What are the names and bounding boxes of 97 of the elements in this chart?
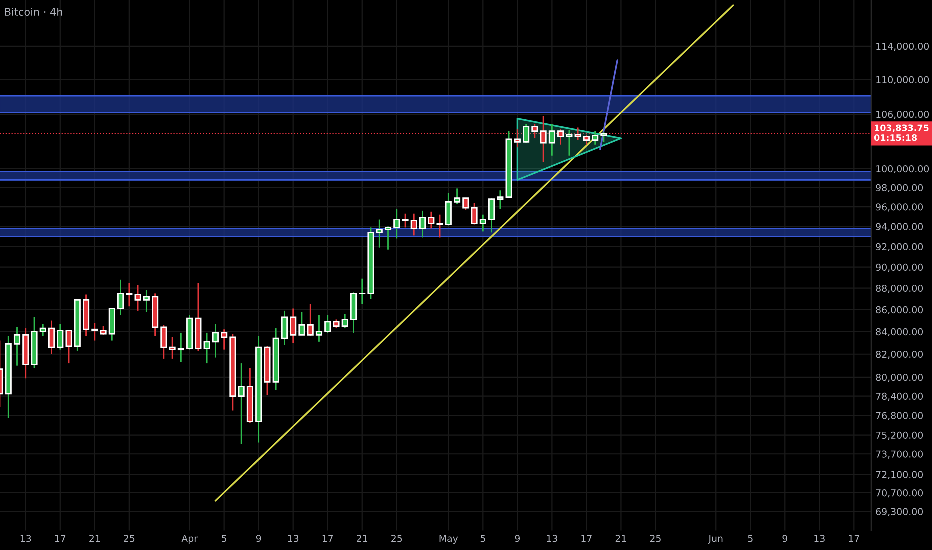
candlestick	[419, 210, 426, 238]
y-tick-label: 69,300.00	[876, 508, 924, 516]
candlestick	[523, 123, 530, 144]
candlestick	[204, 332, 210, 364]
candlestick	[298, 311, 306, 336]
y-tick-label: 110,000.00	[876, 76, 930, 84]
candlestick	[410, 213, 418, 236]
y-tick-label: 86,000.00	[876, 306, 924, 315]
candlestick	[471, 202, 478, 226]
y-tick-label: 114,000.00	[876, 42, 930, 52]
candlestick	[384, 226, 392, 251]
candlestick	[548, 123, 556, 157]
candlestick	[359, 278, 366, 306]
x-tick-label: 13	[814, 535, 825, 542]
candlestick	[497, 190, 504, 210]
candlestick	[324, 314, 332, 334]
x-tick-label: 25	[650, 535, 661, 542]
y-tick-label: 96,000.00	[876, 204, 924, 212]
x-tick-label: 5	[480, 535, 486, 542]
candlestick	[126, 282, 133, 308]
y-tick-label: 88,000.00	[876, 284, 924, 294]
y-tick-label: 84,000.00	[876, 328, 924, 337]
candlestick	[316, 314, 323, 343]
candlestick	[281, 310, 288, 346]
x-tick-label: 21	[90, 535, 100, 542]
y-tick-label: 100,000.00	[876, 165, 930, 174]
candlestick	[134, 284, 142, 312]
x-tick-label: 5	[748, 535, 753, 542]
y-tick-label: 75,200.00	[876, 432, 924, 440]
ref-line-label: 103,833.75 01:15:18	[874, 124, 929, 142]
candlestick	[558, 128, 564, 146]
x-tick-label: 13	[547, 535, 558, 542]
candlestick	[480, 214, 486, 232]
y-tick-label: 82,000.00	[876, 350, 924, 360]
candlestick	[221, 328, 228, 351]
x-tick-label: 13	[288, 535, 299, 542]
y-tick-label: 73,700.00	[876, 450, 924, 459]
y-tick-label: 72,100.00	[876, 471, 924, 480]
candlestick	[160, 324, 168, 360]
candlestick	[238, 362, 245, 445]
y-tick-label: 98,000.00	[876, 184, 924, 192]
candlestick	[600, 132, 608, 143]
y-tick-label: 92,000.00	[876, 243, 924, 252]
candlestick	[376, 219, 383, 249]
x-tick-label: 21	[357, 535, 368, 542]
candlestick	[566, 130, 573, 157]
candlestick	[428, 211, 435, 230]
candlestick	[178, 332, 184, 364]
candlestick	[342, 314, 348, 330]
candlestick	[488, 198, 496, 234]
candlestick	[394, 208, 400, 240]
y-tick-label: 80,000.00	[876, 374, 924, 382]
candlestick	[57, 323, 64, 351]
text: Bitcoin · 4h	[5, 8, 62, 16]
candlestick	[445, 192, 452, 226]
x-tick-label: 17	[322, 535, 334, 542]
y-tick-label: 106,000.00	[876, 110, 930, 120]
x-tick-label: 9	[782, 535, 788, 542]
candlestick	[66, 330, 72, 364]
candlestick	[592, 130, 599, 146]
candlestick	[436, 214, 444, 238]
x-tick-label: May	[440, 535, 458, 544]
candlestick	[14, 326, 21, 367]
candlestick	[454, 188, 461, 205]
x-tick-label: 25	[124, 535, 135, 542]
y-tick-label: 76,800.00	[876, 412, 924, 420]
candlestick	[48, 320, 56, 356]
candlestick	[514, 128, 521, 148]
candlestick	[583, 134, 590, 146]
candlestick	[118, 279, 124, 316]
x-tick-label: 21	[616, 535, 626, 542]
x-tick-label: 17	[582, 535, 592, 542]
y-tick-label: 94,000.00	[876, 223, 924, 232]
x-tick-label: Apr	[182, 535, 198, 544]
x-tick-label: 9	[256, 535, 262, 542]
candlestick	[307, 304, 314, 338]
candlestick	[402, 213, 409, 228]
candlestick	[532, 123, 538, 140]
y-tick-label: 90,000.00	[876, 264, 924, 272]
candlestick	[92, 322, 98, 342]
x-tick-label: 17	[849, 535, 860, 542]
candlestick	[212, 323, 219, 358]
x-tick-label: 9	[515, 535, 520, 542]
x-tick-label: 5	[222, 535, 227, 542]
x-tick-label: 25	[392, 535, 402, 542]
x-tick-label: Jun	[708, 535, 723, 544]
candlestick	[143, 290, 150, 313]
candlestick	[574, 127, 582, 142]
candlestick	[290, 308, 297, 344]
y-tick-label: 70,700.00	[876, 490, 924, 498]
y-tick-label: 78,400.00	[876, 392, 924, 402]
x-tick-label: 17	[55, 535, 66, 542]
candlestick	[540, 115, 547, 164]
candlestick	[40, 323, 46, 338]
candlestick	[169, 336, 176, 360]
candlestick	[462, 198, 470, 211]
x-tick-label: 13	[20, 535, 32, 542]
